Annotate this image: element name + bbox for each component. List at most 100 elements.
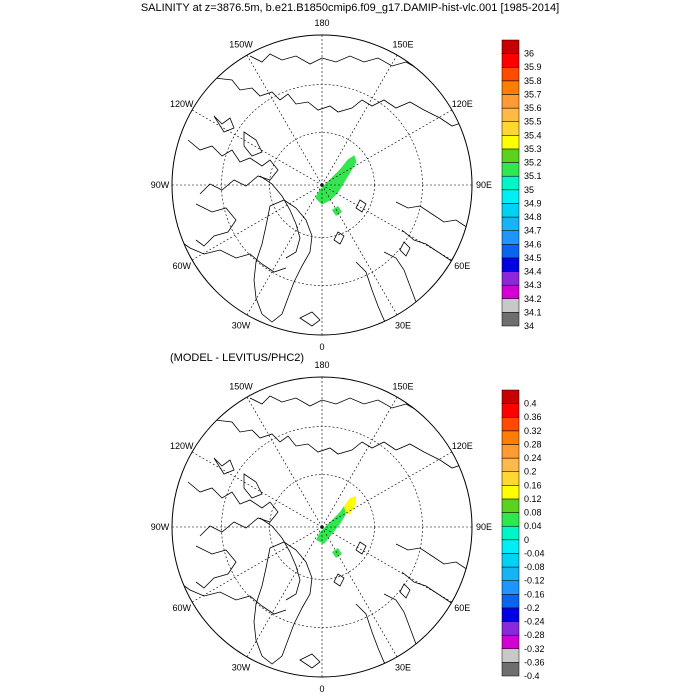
colorbar-swatch — [501, 94, 520, 109]
meridian-line — [246, 396, 323, 528]
difference-data-field — [316, 496, 356, 558]
colorbar-label: -0.36 — [524, 657, 545, 667]
colorbar-label: 35.5 — [524, 117, 542, 127]
longitude-label: 150W — [229, 382, 253, 392]
colorbar-swatch — [501, 312, 520, 327]
meridian-line — [321, 526, 398, 658]
colorbar-label: 35.4 — [524, 130, 542, 140]
colorbar-swatch — [501, 107, 520, 122]
colorbar-swatch — [501, 175, 520, 191]
colorbar-swatch — [501, 298, 520, 313]
meridian-line — [246, 526, 323, 658]
longitude-label: 60W — [172, 603, 191, 613]
colorbar-label: 34.9 — [524, 198, 542, 208]
colorbar-swatch — [501, 271, 520, 286]
longitude-label: 90E — [476, 522, 492, 532]
colorbar-swatch — [501, 485, 520, 500]
colorbar-swatch — [501, 553, 520, 568]
colorbar-swatch — [501, 80, 520, 95]
colorbar-label: 34.4 — [524, 267, 542, 277]
colorbar-label: 0.24 — [524, 453, 542, 463]
longitude-label: 180 — [314, 360, 329, 370]
colorbar-swatch — [501, 566, 520, 581]
colorbar-label: 0.16 — [524, 480, 542, 490]
colorbar-label: 35 — [524, 185, 534, 195]
longitude-label: 30E — [395, 662, 411, 672]
colorbar-label: 0.08 — [524, 508, 542, 518]
colorbar-swatch — [501, 203, 520, 218]
colorbar-swatch — [501, 403, 520, 418]
meridian-line — [191, 109, 323, 186]
salinity-colorbar: 34 34.1 34.2 34.3 34.4 34.5 34.6 34.7 34.8 34.9 35… — [501, 39, 542, 331]
longitude-label: 60W — [172, 261, 191, 271]
colorbar-swatch — [501, 430, 520, 445]
colorbar-swatch — [501, 216, 520, 231]
colorbar-label: 34.7 — [524, 226, 542, 236]
colorbar-swatch — [501, 135, 520, 150]
colorbar-swatch — [501, 539, 520, 554]
longitude-label: 120W — [170, 441, 194, 451]
colorbar-label: 0.2 — [524, 467, 537, 477]
colorbar-swatch — [501, 389, 520, 404]
colorbar-label: 34.2 — [524, 294, 542, 304]
longitude-label: 30W — [232, 320, 251, 330]
meridian-line — [321, 54, 398, 186]
longitude-label: 180 — [314, 18, 329, 28]
colorbar-label: 0.12 — [524, 494, 542, 504]
colorbar-swatch — [501, 416, 520, 432]
colorbar-label: 34.5 — [524, 253, 542, 263]
colorbar-swatch — [501, 66, 520, 82]
colorbar-swatch — [501, 39, 520, 54]
colorbar-swatch — [501, 244, 520, 259]
longitude-label: 0 — [319, 684, 324, 694]
difference-plot-subtitle: (MODEL - LEVITUS/PHC2) — [170, 352, 305, 364]
longitude-label: 0 — [319, 342, 324, 352]
colorbar-swatch — [501, 457, 520, 472]
colorbar-label: 34.6 — [524, 239, 542, 249]
difference-map: 180 150E 120E 90E 60E 30E 0 30W 60W 90W 120W 150W — [151, 360, 492, 694]
graticule — [172, 377, 472, 677]
meridian-line — [191, 184, 323, 261]
colorbar-label: 35.2 — [524, 158, 542, 168]
colorbar-swatch — [501, 662, 520, 677]
longitude-label: 120W — [170, 99, 194, 109]
longitude-label: 120E — [452, 441, 473, 451]
colorbar-label: 35.7 — [524, 89, 542, 99]
colorbar-label: -0.04 — [524, 548, 545, 558]
meridian-line — [321, 451, 453, 528]
colorbar-label: -0.32 — [524, 644, 545, 654]
colorbar-label: 0.04 — [524, 521, 542, 531]
graticule — [172, 35, 472, 335]
colorbar-swatch — [501, 284, 520, 300]
colorbar-swatch — [501, 257, 520, 272]
longitude-label: 150E — [392, 382, 413, 392]
colorbar-label: -0.28 — [524, 630, 545, 640]
meridian-line — [321, 396, 398, 528]
colorbar-label: 35.3 — [524, 144, 542, 154]
colorbar-label: 34 — [524, 321, 534, 331]
longitude-label: 60E — [454, 603, 470, 613]
colorbar-label: 0.28 — [524, 439, 542, 449]
colorbar-label: -0.12 — [524, 576, 545, 586]
plot-title: SALINITY at z=3876.5m, b.e21.B1850cmip6.… — [140, 2, 560, 14]
colorbar-swatch — [501, 607, 520, 622]
meridian-line — [321, 184, 398, 316]
map-boundary — [171, 376, 473, 678]
longitude-labels: 180 150E 120E 90E 60E 30E 0 30W 60W 90W 120W 150W — [151, 360, 492, 694]
colorbar-label: -0.2 — [524, 603, 540, 613]
colorbar-swatch — [501, 471, 520, 486]
colorbar-swatch — [501, 594, 520, 609]
colorbar-swatch — [501, 121, 520, 136]
meridian-line — [246, 54, 323, 186]
longitude-label: 30E — [395, 320, 411, 330]
longitude-label: 150W — [229, 40, 253, 50]
map-boundary — [171, 34, 473, 336]
colorbar-label: 35.8 — [524, 76, 542, 86]
meridian-line — [191, 526, 323, 603]
colorbar-label: 35.9 — [524, 62, 542, 72]
colorbar-label: 0.4 — [524, 399, 537, 409]
colorbar-swatch — [501, 53, 520, 68]
meridian-line — [191, 451, 323, 528]
colorbar-label: 36 — [524, 49, 534, 59]
